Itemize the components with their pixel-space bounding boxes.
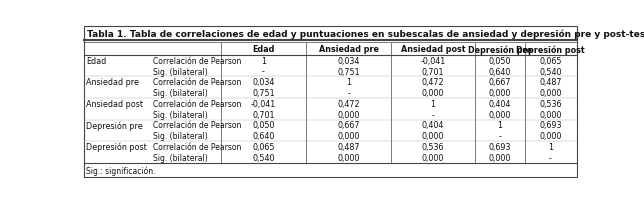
Text: 0,487: 0,487 <box>337 142 360 151</box>
Text: 0,000: 0,000 <box>337 153 360 162</box>
Text: Sig. (bilateral): Sig. (bilateral) <box>153 89 208 98</box>
Text: 1: 1 <box>548 142 553 151</box>
Text: 1: 1 <box>346 78 351 87</box>
Text: 0,667: 0,667 <box>489 78 511 87</box>
Text: 0,000: 0,000 <box>540 89 562 98</box>
Text: -: - <box>262 67 265 76</box>
Text: Depresión post: Depresión post <box>516 45 585 54</box>
Text: 0,472: 0,472 <box>422 78 444 87</box>
Text: 0,701: 0,701 <box>252 110 274 119</box>
Text: 0,034: 0,034 <box>337 57 360 65</box>
Text: 0,667: 0,667 <box>337 121 360 130</box>
Text: 0,487: 0,487 <box>539 78 562 87</box>
Text: 1: 1 <box>261 57 266 65</box>
Text: 0,050: 0,050 <box>252 121 274 130</box>
Text: 0,536: 0,536 <box>422 142 444 151</box>
Text: 0,000: 0,000 <box>489 110 511 119</box>
Text: Correlación de Pearson: Correlación de Pearson <box>153 142 242 151</box>
Text: 0,050: 0,050 <box>489 57 511 65</box>
Text: 0,000: 0,000 <box>422 89 444 98</box>
Text: 0,000: 0,000 <box>540 110 562 119</box>
Text: 0,404: 0,404 <box>422 121 444 130</box>
Text: Sig. (bilateral): Sig. (bilateral) <box>153 132 208 141</box>
Text: 0,404: 0,404 <box>489 99 511 108</box>
Text: Edad: Edad <box>86 57 106 65</box>
Text: Ansiedad pre: Ansiedad pre <box>319 45 379 54</box>
Text: 0,034: 0,034 <box>252 78 274 87</box>
Text: 0,000: 0,000 <box>422 153 444 162</box>
Text: 0,751: 0,751 <box>252 89 275 98</box>
Text: 0,000: 0,000 <box>540 132 562 141</box>
Text: -: - <box>549 153 552 162</box>
Text: Ansiedad post: Ansiedad post <box>401 45 466 54</box>
Text: 0,640: 0,640 <box>252 132 274 141</box>
Text: 0,693: 0,693 <box>539 121 562 130</box>
Text: 0,640: 0,640 <box>489 67 511 76</box>
Text: 0,472: 0,472 <box>337 99 360 108</box>
Text: 1: 1 <box>431 99 435 108</box>
Text: Depresión pre: Depresión pre <box>468 45 532 54</box>
Text: 0,536: 0,536 <box>539 99 562 108</box>
Text: 0,065: 0,065 <box>252 142 274 151</box>
Text: Ansiedad pre: Ansiedad pre <box>86 78 139 87</box>
Text: 0,000: 0,000 <box>337 132 360 141</box>
Text: Tabla 1. Tabla de correlaciones de edad y puntuaciones en subescalas de ansiedad: Tabla 1. Tabla de correlaciones de edad … <box>87 29 644 39</box>
Text: Correlación de Pearson: Correlación de Pearson <box>153 57 242 65</box>
Text: -0,041: -0,041 <box>421 57 446 65</box>
Text: 0,065: 0,065 <box>539 57 562 65</box>
Text: Depresión post: Depresión post <box>86 142 147 152</box>
Text: -: - <box>347 89 350 98</box>
Text: Correlación de Pearson: Correlación de Pearson <box>153 99 242 108</box>
Text: -0,041: -0,041 <box>251 99 276 108</box>
Text: -: - <box>431 110 435 119</box>
Text: Edad: Edad <box>252 45 274 54</box>
Text: 0,000: 0,000 <box>337 110 360 119</box>
Text: 0,000: 0,000 <box>422 132 444 141</box>
Text: 0,693: 0,693 <box>489 142 511 151</box>
Text: 0,000: 0,000 <box>489 89 511 98</box>
Text: 1: 1 <box>497 121 502 130</box>
Text: Correlación de Pearson: Correlación de Pearson <box>153 121 242 130</box>
Text: -: - <box>498 132 501 141</box>
Text: Ansiedad post: Ansiedad post <box>86 99 143 108</box>
Text: 0,751: 0,751 <box>337 67 360 76</box>
Text: Sig.: significación.: Sig.: significación. <box>86 165 155 175</box>
Text: 0,701: 0,701 <box>422 67 444 76</box>
Text: Sig. (bilateral): Sig. (bilateral) <box>153 110 208 119</box>
Text: Depresión pre: Depresión pre <box>86 121 143 130</box>
Text: Sig. (bilateral): Sig. (bilateral) <box>153 153 208 162</box>
Text: 0,540: 0,540 <box>252 153 274 162</box>
Text: 0,000: 0,000 <box>489 153 511 162</box>
Text: 0,540: 0,540 <box>539 67 562 76</box>
Text: Correlación de Pearson: Correlación de Pearson <box>153 78 242 87</box>
Text: Sig. (bilateral): Sig. (bilateral) <box>153 67 208 76</box>
